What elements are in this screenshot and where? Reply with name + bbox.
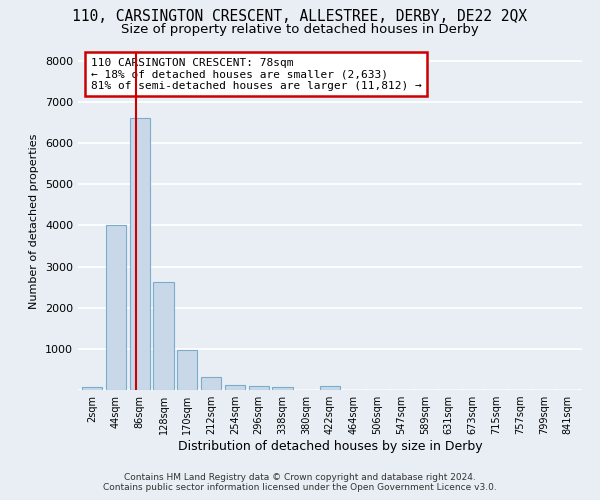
Bar [272,386,293,390]
X-axis label: Distribution of detached houses by size in Derby: Distribution of detached houses by size … [178,440,482,453]
Text: 110, CARSINGTON CRESCENT, ALLESTREE, DERBY, DE22 2QX: 110, CARSINGTON CRESCENT, ALLESTREE, DER… [73,9,527,24]
Text: Contains HM Land Registry data © Crown copyright and database right 2024.
Contai: Contains HM Land Registry data © Crown c… [103,473,497,492]
Bar [248,386,269,390]
Bar [82,387,103,390]
Text: Size of property relative to detached houses in Derby: Size of property relative to detached ho… [121,22,479,36]
Bar [106,226,126,390]
Bar [225,384,245,390]
Y-axis label: Number of detached properties: Number of detached properties [29,134,40,309]
Bar [320,386,340,390]
Bar [177,350,197,390]
Bar [201,377,221,390]
Bar [154,282,173,390]
Text: 110 CARSINGTON CRESCENT: 78sqm
← 18% of detached houses are smaller (2,633)
81% : 110 CARSINGTON CRESCENT: 78sqm ← 18% of … [91,58,421,91]
Bar [130,118,150,390]
